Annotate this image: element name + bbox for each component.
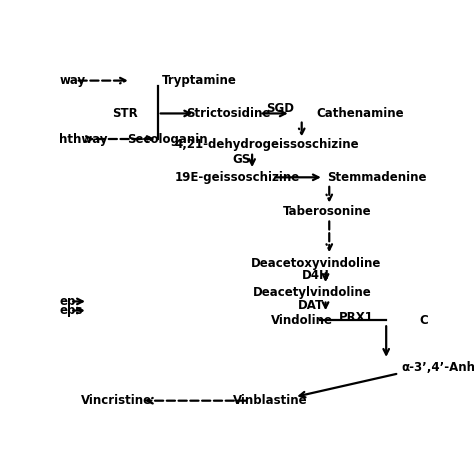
- Text: way: way: [59, 74, 85, 87]
- Text: Taberosonine: Taberosonine: [283, 206, 372, 219]
- Text: Tryptamine: Tryptamine: [162, 74, 237, 87]
- Text: Vinblastine: Vinblastine: [233, 394, 308, 407]
- Text: Deacetoxyvindoline: Deacetoxyvindoline: [251, 256, 382, 270]
- Text: DAT: DAT: [298, 299, 324, 311]
- Text: PRX1: PRX1: [339, 311, 374, 324]
- Text: Vincristine: Vincristine: [81, 394, 152, 407]
- Text: SGD: SGD: [265, 102, 294, 115]
- Text: D4H: D4H: [301, 269, 329, 283]
- Text: ep: ep: [59, 295, 76, 308]
- Text: Cathenamine: Cathenamine: [316, 107, 404, 120]
- Text: eps: eps: [59, 304, 82, 317]
- Text: Secologanin: Secologanin: [127, 133, 208, 146]
- Text: 19E-geissoschizine: 19E-geissoschizine: [175, 171, 300, 184]
- Text: 4,21-dehydrogeissoschizine: 4,21-dehydrogeissoschizine: [174, 138, 359, 151]
- Text: α-3’,4’-Anhydrovinb: α-3’,4’-Anhydrovinb: [401, 361, 474, 374]
- Text: STR: STR: [112, 107, 138, 120]
- Text: hthway: hthway: [59, 133, 108, 146]
- Text: Strictosidine: Strictosidine: [186, 107, 271, 120]
- Text: C: C: [419, 314, 428, 327]
- Text: GS: GS: [232, 153, 250, 165]
- Text: Vindoline: Vindoline: [271, 314, 333, 327]
- Text: Stemmadenine: Stemmadenine: [328, 171, 427, 184]
- Text: Deacetylvindoline: Deacetylvindoline: [253, 286, 372, 299]
